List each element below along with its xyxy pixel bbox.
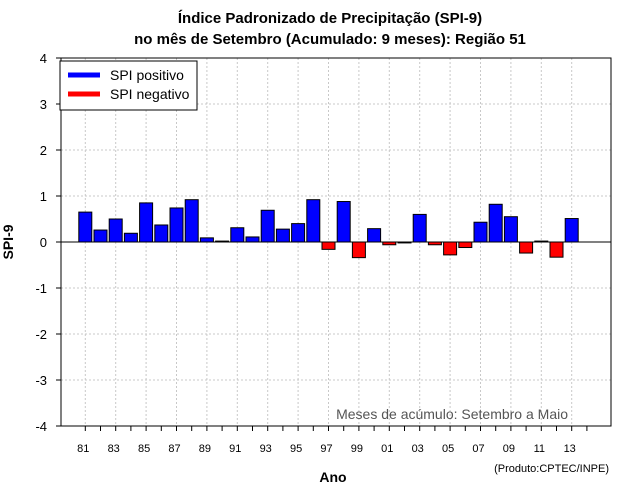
y-tick-label: 4 xyxy=(40,51,47,66)
y-tick-label: -2 xyxy=(35,327,47,342)
bar-12 xyxy=(549,241,564,258)
x-tick-label: 87 xyxy=(168,443,180,455)
chart-title-line2: no mês de Setembro (Acumulado: 9 meses):… xyxy=(134,31,526,48)
bar-07 xyxy=(473,221,488,243)
x-tick-label: 13 xyxy=(564,443,576,455)
x-tick-label: 85 xyxy=(138,443,150,455)
y-tick-label: 0 xyxy=(40,235,47,250)
bar-09 xyxy=(503,216,518,243)
x-tick-label: 03 xyxy=(412,443,424,455)
x-tick-label: 91 xyxy=(229,443,241,455)
bar-94 xyxy=(275,228,290,243)
y-axis-label: SPI-9 xyxy=(0,224,16,259)
x-axis: 81 83 85 87 89 91 93 95 97 99 01 03 05 07 09 11 13 xyxy=(77,426,588,455)
y-tick-label: 2 xyxy=(40,143,47,158)
bar-93 xyxy=(260,209,275,243)
x-tick-label: 01 xyxy=(381,443,393,455)
y-tick-label: 3 xyxy=(40,97,47,112)
bar-98 xyxy=(336,201,351,243)
bar-82 xyxy=(93,229,108,243)
x-tick-label: 95 xyxy=(290,443,302,455)
bar-13 xyxy=(564,218,579,243)
bar-81 xyxy=(78,211,93,243)
x-tick-label: 89 xyxy=(199,443,211,455)
x-tick-label: 07 xyxy=(472,443,484,455)
bar-05 xyxy=(443,241,458,256)
chart-title-line1: Índice Padronizado de Precipitação (SPI-… xyxy=(178,10,482,27)
bar-85 xyxy=(139,202,154,243)
bar-88 xyxy=(184,199,199,243)
bar-97 xyxy=(321,241,336,250)
bar-06 xyxy=(458,241,473,249)
legend-box xyxy=(59,60,198,111)
y-tick-label: 1 xyxy=(40,189,47,204)
bar-84 xyxy=(123,232,138,243)
product-credit: (Produto:CPTEC/INPE) xyxy=(494,463,609,475)
x-tick-label: 05 xyxy=(442,443,454,455)
bar-10 xyxy=(519,241,534,254)
bar-95 xyxy=(291,223,306,243)
bar-00 xyxy=(367,228,382,243)
x-tick-label: 83 xyxy=(108,443,120,455)
x-tick-label: 09 xyxy=(503,443,515,455)
bar-03 xyxy=(412,213,427,243)
x-tick-label: 81 xyxy=(77,443,89,455)
bars-layer xyxy=(78,199,579,259)
accumulation-annotation: Meses de acúmulo: Setembro a Maio xyxy=(336,406,568,422)
bar-96 xyxy=(306,199,321,243)
bar-92 xyxy=(245,236,260,243)
x-tick-label: 97 xyxy=(320,443,332,455)
x-axis-label: Ano xyxy=(319,469,346,485)
bar-87 xyxy=(169,207,184,243)
bar-91 xyxy=(230,227,245,243)
x-tick-label: 99 xyxy=(351,443,363,455)
y-tick-label: -3 xyxy=(35,373,47,388)
bar-08 xyxy=(488,203,503,243)
bar-86 xyxy=(154,224,169,243)
y-tick-label: -4 xyxy=(35,419,47,434)
bar-83 xyxy=(108,218,123,243)
legend-positive-label: SPI positivo xyxy=(110,67,184,83)
legend-negative-label: SPI negativo xyxy=(110,86,190,102)
legend: SPI positivo SPI negativo xyxy=(59,60,198,111)
y-tick-label: -1 xyxy=(35,281,47,296)
bar-89 xyxy=(199,237,214,243)
x-tick-label: 11 xyxy=(534,443,545,455)
y-axis: -4 -3 -2 -1 0 1 2 3 4 xyxy=(35,51,61,434)
x-tick-label: 93 xyxy=(260,443,272,455)
bar-99 xyxy=(351,241,366,259)
